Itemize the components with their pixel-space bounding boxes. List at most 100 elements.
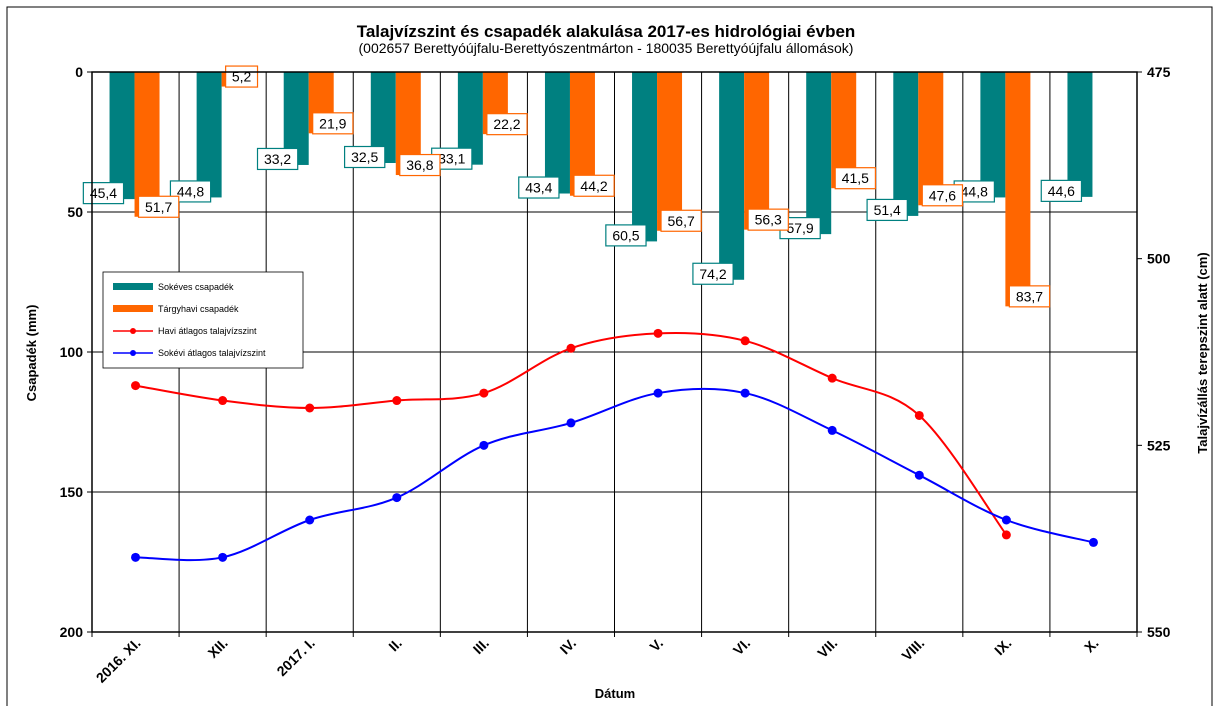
data-label: 43,4 (525, 180, 552, 196)
series-point (653, 388, 663, 398)
data-label-box (605, 224, 647, 247)
x-axis-title: Dátum (595, 686, 635, 701)
data-label: 45,4 (90, 185, 117, 201)
data-label: 33,1 (438, 151, 465, 167)
lines (131, 328, 1098, 562)
bar (196, 72, 222, 198)
data-label-box (137, 195, 180, 218)
data-label-box (1008, 285, 1051, 308)
series-point (305, 403, 315, 413)
bar (544, 72, 570, 194)
bar (1067, 72, 1093, 197)
data-label: 51,4 (874, 202, 901, 218)
series-point (392, 396, 402, 406)
bar (918, 72, 944, 206)
data-label-box (747, 208, 789, 231)
bar (109, 72, 135, 200)
data-label-box (692, 262, 734, 285)
y-tick-label: 50 (67, 204, 83, 220)
series-point (305, 515, 315, 525)
legend: Sokéves csapadék Tárgyhavi csapadék Havi á… (102, 271, 304, 369)
y-axis-title: Csapadék (mm) (24, 305, 39, 402)
data-label-box (399, 153, 441, 177)
series-point (566, 343, 576, 353)
data-label: 57,9 (786, 220, 813, 236)
series-point (1001, 515, 1011, 525)
data-label-box (169, 180, 212, 203)
data-label-box (573, 174, 615, 197)
legend-label: Sokéves csapadék (158, 282, 234, 292)
series-point (218, 396, 228, 406)
data-label-box (518, 176, 560, 199)
bar (632, 72, 658, 242)
bar (719, 72, 745, 280)
data-label: 44,6 (1048, 183, 1075, 199)
legend-swatch-point (130, 328, 136, 334)
legend-swatch-point (130, 350, 136, 356)
data-label-box (343, 145, 386, 169)
data-label: 33,2 (264, 151, 291, 167)
data-label-box (312, 112, 354, 135)
series-point (218, 552, 228, 562)
series-point (740, 388, 750, 398)
data-label-box (660, 209, 702, 232)
data-label: 36,8 (406, 157, 433, 173)
bar (744, 72, 770, 230)
series-point (914, 470, 924, 480)
data-label: 41,5 (842, 170, 869, 186)
series-point (653, 328, 663, 338)
data-label: 44,2 (580, 178, 607, 194)
series-point (1001, 530, 1011, 540)
legend-swatch (113, 283, 153, 290)
series-point (1088, 537, 1098, 547)
y2-tick-label: 525 (1147, 437, 1171, 453)
y-tick-label: 0 (75, 64, 83, 80)
data-label: 21,9 (319, 115, 346, 131)
chart-title: Talajvízszint és csapadék alakulása 2017… (357, 22, 856, 41)
y2-axis-title: Talajvízállás terepszint alatt (cm) (1195, 252, 1210, 453)
series-point (392, 493, 402, 503)
series-point (479, 440, 489, 450)
data-label-box (834, 167, 877, 190)
bar (893, 72, 919, 216)
data-label: 44,8 (961, 183, 988, 199)
series-line (135, 387, 1094, 562)
bar (806, 72, 832, 235)
chart-subtitle: (002657 Berettyóújfalu-Berettyószentmárt… (359, 40, 854, 56)
data-label-box (866, 198, 908, 222)
y2-tick-label: 550 (1147, 624, 1171, 640)
data-label-box (1040, 179, 1083, 202)
y-tick-label: 150 (60, 484, 84, 500)
legend-label: Tárgyhavi csapadék (158, 304, 239, 314)
y2-tick-label: 500 (1147, 251, 1171, 267)
series-point (827, 425, 837, 435)
data-label-box (486, 113, 528, 136)
data-label-box (921, 184, 964, 207)
data-label: 83,7 (1016, 288, 1043, 304)
data-label: 56,3 (755, 212, 782, 228)
data-label-box (256, 147, 299, 171)
data-label: 44,8 (177, 183, 204, 199)
bar (1005, 72, 1031, 307)
data-label: 47,6 (929, 187, 956, 203)
series-point (131, 381, 141, 391)
legend-swatch (113, 305, 153, 312)
y2-tick-label: 475 (1147, 64, 1171, 80)
series-point (740, 336, 750, 346)
bar (980, 72, 1006, 198)
data-label: 22,2 (493, 116, 520, 132)
series-point (131, 552, 141, 562)
bars (109, 72, 1093, 307)
data-labels: 45,4 44,8 33,2 32,5 33,1 43,4 60,5 74,2 57,9 51,4… (82, 65, 1083, 308)
legend-label: Havi átlagos talajvízszint (158, 326, 257, 336)
data-label-box (82, 182, 125, 205)
series-point (479, 388, 489, 398)
y-tick-label: 100 (60, 344, 84, 360)
series-point (566, 418, 576, 428)
data-label: 56,7 (668, 213, 695, 229)
data-label: 32,5 (351, 149, 378, 165)
bar (657, 72, 683, 231)
bar (134, 72, 160, 217)
legend-label: Sokévi átlagos talajvízszint (158, 348, 266, 358)
